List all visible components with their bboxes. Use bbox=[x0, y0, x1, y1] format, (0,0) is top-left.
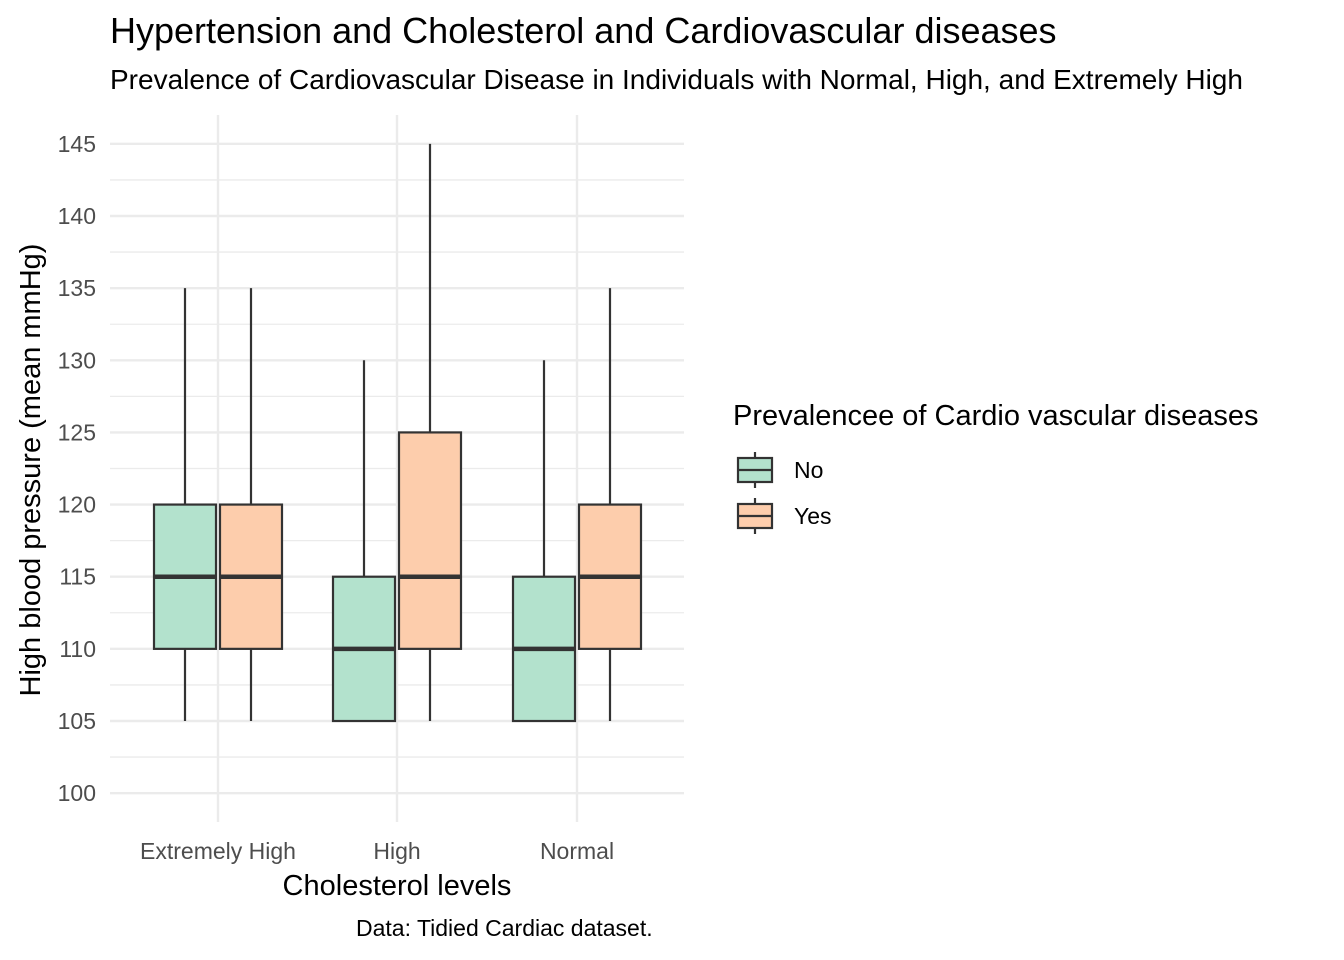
box-yes-high bbox=[397, 143, 463, 721]
legend: No Yes bbox=[736, 452, 832, 534]
x-tick-label: Normal bbox=[540, 838, 614, 864]
box-no-extremely-high bbox=[152, 288, 218, 721]
y-tick-label: 120 bbox=[58, 492, 96, 518]
y-tick-label: 130 bbox=[58, 347, 96, 373]
legend-key-no bbox=[736, 452, 774, 488]
grid-lines bbox=[110, 115, 684, 822]
x-tick-label: High bbox=[373, 838, 420, 864]
chart-caption: Data: Tidied Cardiac dataset. bbox=[356, 915, 653, 941]
y-tick-label: 145 bbox=[58, 131, 96, 157]
y-axis-ticks: 100 105 110 115 120 125 130 135 140 145 bbox=[58, 131, 96, 806]
y-tick-label: 110 bbox=[59, 636, 96, 662]
box-yes-extremely-high bbox=[218, 288, 284, 721]
x-tick-label: Extremely High bbox=[140, 838, 296, 864]
x-axis-title: Cholesterol levels bbox=[283, 870, 512, 902]
y-tick-label: 105 bbox=[58, 708, 96, 734]
x-axis-ticks: Extremely High High Normal bbox=[140, 838, 614, 864]
legend-key-yes bbox=[736, 498, 774, 534]
y-axis-title: High blood pressure (mean mmHg) bbox=[15, 244, 47, 697]
legend-title: Prevalencee of Cardio vascular diseases bbox=[733, 400, 1259, 432]
box-body bbox=[397, 431, 463, 650]
box-no-normal bbox=[511, 360, 577, 723]
chart-subtitle: Prevalence of Cardiovascular Disease in … bbox=[110, 64, 1243, 95]
y-tick-label: 125 bbox=[58, 419, 96, 445]
chart-title: Hypertension and Cholesterol and Cardiov… bbox=[110, 10, 1057, 51]
box-yes-normal bbox=[577, 288, 643, 721]
y-tick-label: 135 bbox=[58, 275, 96, 301]
box-series bbox=[152, 143, 643, 723]
y-tick-label: 140 bbox=[58, 203, 96, 229]
legend-label-yes: Yes bbox=[794, 503, 832, 529]
y-tick-label: 100 bbox=[58, 780, 96, 806]
y-tick-label: 115 bbox=[59, 564, 96, 590]
box-no-high bbox=[331, 360, 397, 723]
legend-label-no: No bbox=[794, 457, 823, 483]
